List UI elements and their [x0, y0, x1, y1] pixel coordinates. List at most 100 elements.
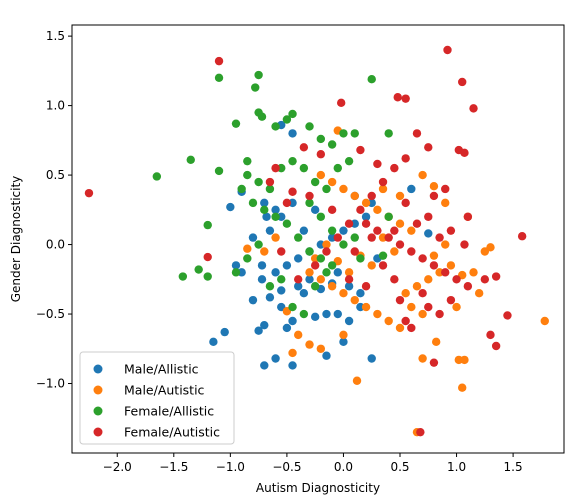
data-point [327, 140, 337, 149]
data-point [178, 272, 188, 281]
data-point [429, 251, 439, 260]
y-axis-label: Gender Diagnosticity [9, 176, 23, 303]
data-point [418, 309, 427, 319]
x-tick-label: −1.0 [216, 460, 245, 474]
data-point [310, 177, 320, 187]
y-tick-label: 0.0 [46, 238, 65, 252]
data-point [322, 268, 331, 277]
legend-label: Male/Autistic [124, 383, 205, 398]
data-point [265, 226, 275, 235]
x-axis-label: Autism Diagnosticity [256, 481, 380, 495]
data-point [260, 198, 269, 208]
data-point [384, 233, 393, 242]
data-point [344, 275, 354, 284]
data-point [271, 163, 280, 173]
data-point [327, 226, 337, 235]
data-point [452, 302, 461, 312]
data-point [412, 282, 422, 291]
data-point [350, 129, 359, 138]
data-point [254, 177, 263, 187]
data-point [424, 275, 433, 284]
data-point [446, 261, 456, 270]
data-point [384, 212, 393, 221]
data-point [373, 226, 382, 235]
data-point [271, 268, 280, 277]
data-point [254, 326, 263, 335]
data-point [254, 108, 263, 117]
data-point [395, 323, 405, 333]
data-point [310, 282, 320, 291]
data-point [446, 295, 456, 305]
data-point [243, 244, 252, 253]
data-point [271, 212, 280, 221]
data-point [401, 198, 410, 208]
data-point [361, 212, 371, 221]
data-point [469, 268, 478, 277]
data-point [333, 233, 342, 242]
data-point [401, 154, 410, 163]
x-tick-label: 1.5 [504, 460, 523, 474]
data-point [424, 143, 433, 152]
data-point [310, 205, 320, 215]
data-point [452, 275, 461, 284]
data-point [339, 184, 348, 194]
data-point [214, 166, 224, 176]
data-point [288, 109, 297, 119]
data-point [446, 226, 456, 235]
x-tick-label: −1.5 [159, 460, 188, 474]
y-tick-label: −1.0 [36, 377, 65, 391]
data-point [401, 288, 410, 298]
data-point [424, 229, 433, 238]
data-point [344, 268, 354, 277]
data-point [288, 156, 297, 166]
data-point [310, 312, 320, 322]
data-point [361, 302, 371, 312]
data-point [265, 177, 275, 187]
data-point [305, 191, 314, 201]
data-point [344, 282, 354, 291]
data-point [282, 261, 292, 270]
data-point [231, 268, 241, 277]
x-tick-label: 0.0 [334, 460, 353, 474]
data-point [395, 295, 405, 305]
data-point [333, 163, 342, 173]
data-point [327, 282, 337, 291]
data-point [186, 155, 195, 164]
data-point [243, 156, 252, 166]
data-point [393, 93, 402, 102]
legend-marker [93, 385, 103, 395]
data-point [429, 191, 439, 201]
data-point [356, 145, 365, 155]
data-point [322, 240, 331, 249]
data-point [282, 219, 292, 228]
data-point [214, 56, 224, 66]
data-point [367, 261, 376, 270]
data-point [231, 261, 241, 270]
data-point [407, 226, 416, 235]
x-tick-label: 1.0 [447, 460, 466, 474]
data-point [305, 247, 314, 256]
data-point [367, 233, 376, 242]
data-point [271, 205, 280, 215]
data-point [294, 330, 303, 340]
data-point [316, 344, 326, 353]
data-point [288, 302, 297, 312]
data-point [84, 188, 94, 198]
data-point [540, 316, 549, 326]
data-point [282, 198, 292, 208]
data-point [429, 181, 439, 191]
data-points [84, 45, 549, 437]
data-point [474, 288, 484, 298]
data-point [401, 94, 410, 103]
data-point [299, 288, 309, 298]
x-tick-label: 0.5 [390, 460, 409, 474]
data-point [262, 212, 271, 221]
data-point [407, 302, 416, 312]
data-point [327, 205, 337, 215]
data-point [373, 205, 382, 215]
y-tick-label: 0.5 [46, 168, 65, 182]
data-point [339, 129, 348, 138]
data-point [203, 252, 212, 262]
data-point [407, 323, 416, 333]
